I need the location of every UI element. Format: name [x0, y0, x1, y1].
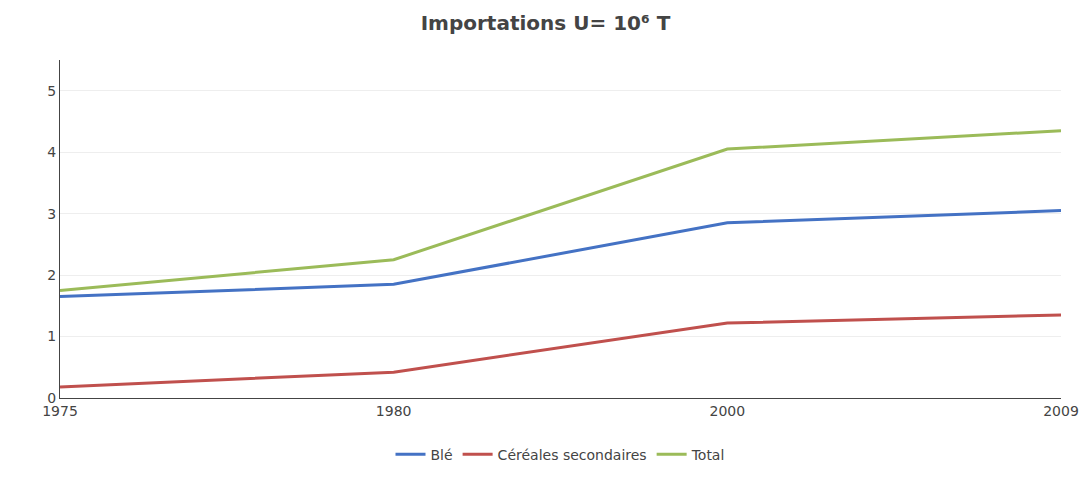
svg-text:5: 5	[47, 83, 56, 99]
svg-text:0: 0	[47, 390, 56, 406]
svg-text:Céréales secondaires: Céréales secondaires	[498, 447, 647, 463]
svg-text:2000: 2000	[710, 403, 746, 419]
svg-text:4: 4	[47, 144, 56, 160]
svg-text:Total: Total	[691, 447, 725, 463]
svg-text:1975: 1975	[42, 403, 78, 419]
svg-text:Blé: Blé	[431, 447, 453, 463]
svg-text:1980: 1980	[376, 403, 412, 419]
svg-text:Importations U= 10⁶ T: Importations U= 10⁶ T	[421, 11, 671, 35]
svg-text:2: 2	[47, 267, 56, 283]
svg-text:1: 1	[47, 328, 56, 344]
svg-text:3: 3	[47, 206, 56, 222]
svg-text:2009: 2009	[1043, 403, 1079, 419]
